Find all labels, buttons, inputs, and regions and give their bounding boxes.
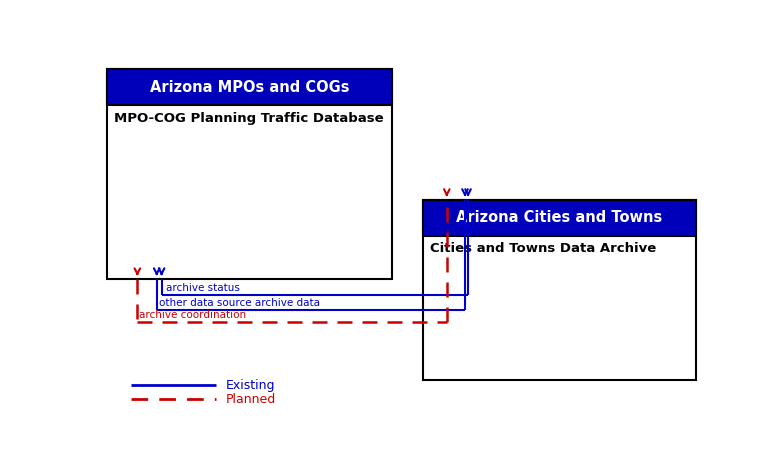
FancyBboxPatch shape: [423, 200, 695, 380]
Text: Planned: Planned: [226, 393, 276, 406]
FancyBboxPatch shape: [107, 69, 392, 106]
FancyBboxPatch shape: [107, 69, 392, 279]
FancyBboxPatch shape: [423, 200, 695, 236]
Text: Cities and Towns Data Archive: Cities and Towns Data Archive: [430, 242, 656, 255]
Text: Arizona MPOs and COGs: Arizona MPOs and COGs: [150, 79, 349, 94]
Text: other data source archive data: other data source archive data: [158, 298, 319, 308]
Text: MPO-COG Planning Traffic Database: MPO-COG Planning Traffic Database: [114, 112, 384, 125]
Text: archive coordination: archive coordination: [139, 311, 247, 320]
Text: archive status: archive status: [167, 283, 240, 293]
Text: Arizona Cities and Towns: Arizona Cities and Towns: [456, 210, 662, 226]
Text: Existing: Existing: [226, 379, 275, 391]
